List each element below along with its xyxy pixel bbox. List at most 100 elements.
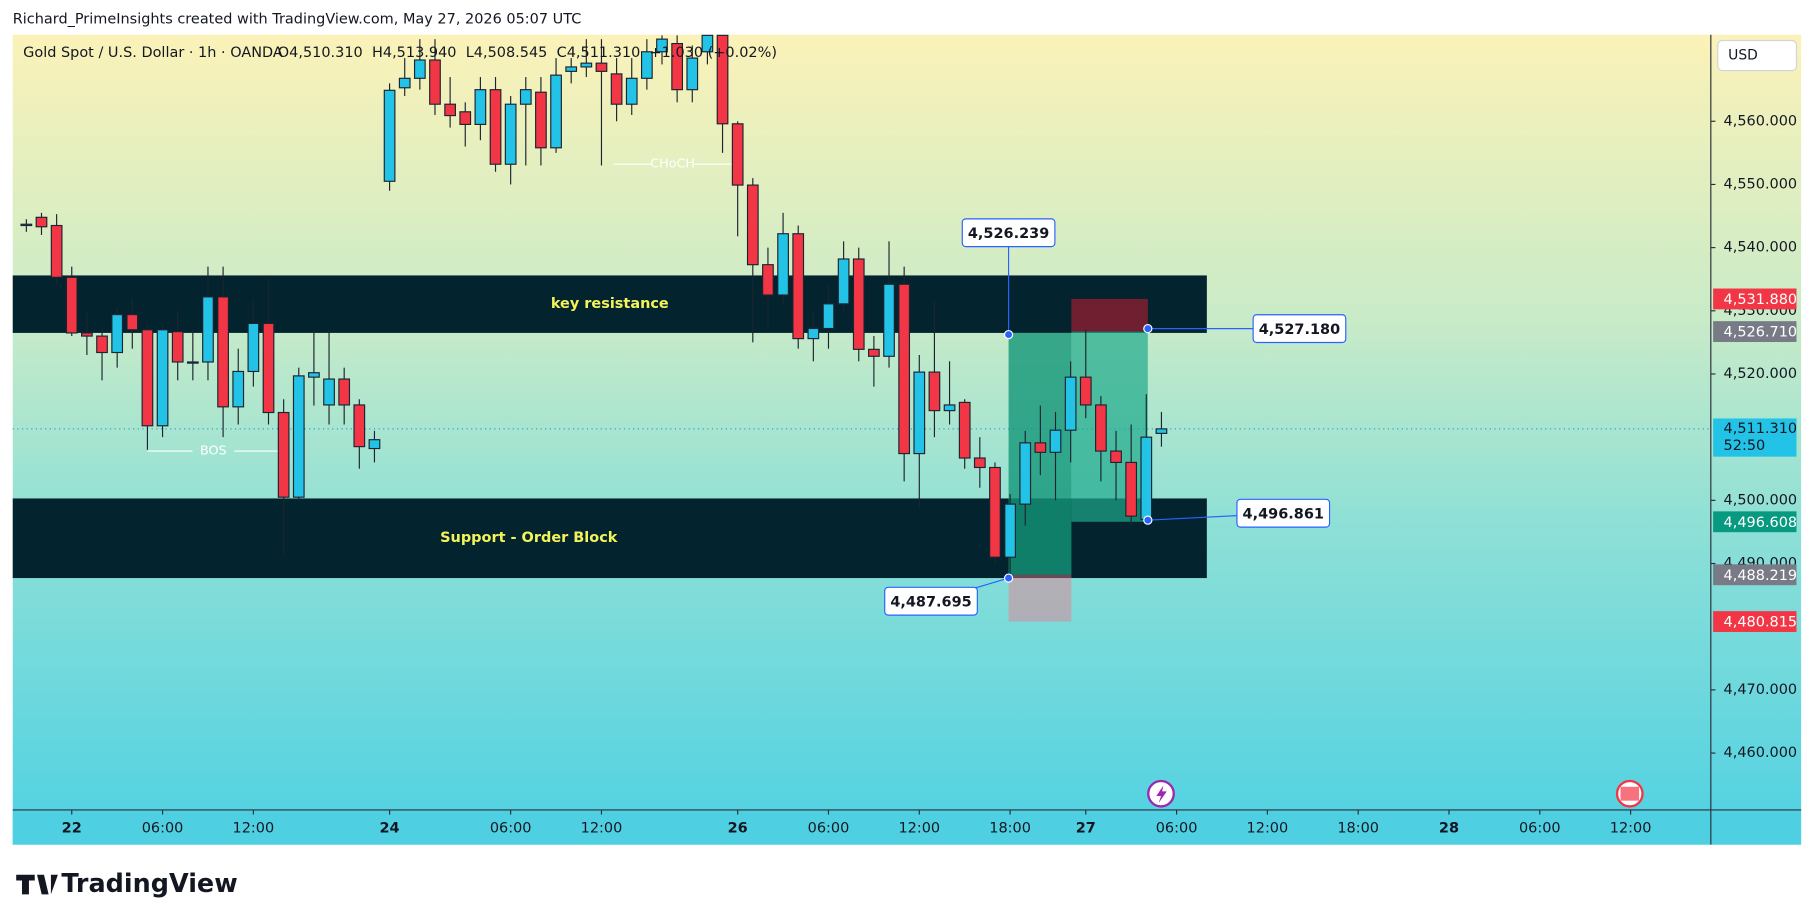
candle-body xyxy=(141,329,154,427)
price-tag-label: 4,531.880 xyxy=(1724,292,1798,308)
price-tag-label: 4,496.608 xyxy=(1724,515,1798,531)
candle-body xyxy=(731,123,744,186)
candle-body xyxy=(323,378,335,406)
price-tag xyxy=(1713,511,1797,533)
candle-body xyxy=(1140,436,1153,520)
candle-body xyxy=(746,184,759,266)
callout-point xyxy=(1143,515,1153,525)
plot-layer: key resistance Support - Order Block BOS CH… xyxy=(12,34,1711,622)
candle-body xyxy=(413,59,426,79)
structure-label: BOS xyxy=(200,444,227,459)
position-stop xyxy=(1071,298,1148,332)
legend-field: H4,513.940 xyxy=(372,45,456,61)
x-tick-label: 18:00 xyxy=(1337,820,1379,836)
candle-body xyxy=(913,371,926,455)
candle-body xyxy=(762,264,774,296)
x-tick-label: 18:00 xyxy=(989,820,1031,836)
price-tag-label: 4,480.815 xyxy=(1724,615,1798,631)
x-tick-label: 27 xyxy=(1076,820,1096,836)
candle-body xyxy=(217,296,229,408)
candle-body xyxy=(111,314,124,354)
y-tick-label: 4,470.000 xyxy=(1724,682,1798,698)
callout-box xyxy=(884,586,978,616)
currency-button[interactable] xyxy=(1717,39,1798,72)
candle-body xyxy=(292,375,305,498)
callout-point xyxy=(1003,573,1014,583)
candle-body xyxy=(640,51,653,79)
candle-body xyxy=(368,439,381,450)
candle-body xyxy=(1155,428,1168,434)
candle-body xyxy=(625,77,638,105)
candle-body xyxy=(50,224,63,278)
candle-body xyxy=(247,322,260,373)
candle-body xyxy=(1110,450,1122,464)
position-stop xyxy=(1008,574,1072,622)
x-tick-label: 12:00 xyxy=(898,820,940,836)
x-tick-label: 06:00 xyxy=(1156,820,1198,836)
y-tick-label: 4,520.000 xyxy=(1724,366,1798,382)
callout-point xyxy=(1003,329,1014,340)
currency: USD xyxy=(1728,48,1758,64)
callout-label: 4,526.239 xyxy=(968,226,1049,242)
candle-body xyxy=(989,466,1001,558)
current-price-label: 4,511.310 xyxy=(1724,421,1798,437)
candle-body xyxy=(65,276,78,334)
x-tick-label: 06:00 xyxy=(808,820,850,836)
candle-body xyxy=(595,62,608,72)
candle-body xyxy=(777,233,789,296)
candle-body xyxy=(610,73,623,105)
legend-symbol: Gold Spot / U.S. Dollar · 1h · OANDA xyxy=(23,45,283,61)
callout-box xyxy=(1236,498,1331,528)
zone-label: key resistance xyxy=(551,296,669,312)
y-tick-label: 4,500.000 xyxy=(1724,492,1798,508)
y-tick-label: 4,460.000 xyxy=(1724,745,1798,761)
candle-body xyxy=(1034,442,1047,453)
candle-body xyxy=(429,59,441,105)
candle-body xyxy=(565,66,578,72)
candle-body xyxy=(277,411,290,498)
zone-label: Support - Order Block xyxy=(440,530,618,546)
price-tag xyxy=(1713,564,1797,586)
brand: TradingView xyxy=(61,869,237,899)
x-tick-label: 28 xyxy=(1439,820,1459,836)
candle-body xyxy=(474,89,487,126)
candle-body xyxy=(35,216,48,228)
candle-body xyxy=(943,404,956,412)
y-tick-label: 4,560.000 xyxy=(1724,113,1798,129)
price-tag-label: 4,488.219 xyxy=(1724,568,1798,584)
current-price-tag xyxy=(1713,418,1797,457)
candle-body xyxy=(383,89,396,182)
candle-body xyxy=(535,91,547,149)
candle-body xyxy=(898,283,911,455)
price-tag-label: 4,526.710 xyxy=(1724,325,1798,341)
candle-body xyxy=(504,103,517,165)
candle-body xyxy=(519,89,532,105)
x-tick-label: 12:00 xyxy=(1247,820,1289,836)
x-tick-label: 06:00 xyxy=(490,820,532,836)
price-tag xyxy=(1713,288,1797,310)
candle-body xyxy=(958,401,971,459)
candle-body xyxy=(928,371,941,412)
x-tick-label: 12:00 xyxy=(233,820,275,836)
candle-body xyxy=(156,329,169,427)
candle-body xyxy=(353,404,366,448)
candle-body xyxy=(1125,461,1138,517)
candle-body xyxy=(20,223,33,227)
candle-body xyxy=(883,283,895,357)
candle-body xyxy=(444,103,456,117)
callout-box xyxy=(961,218,1056,248)
callout-label: 4,527.180 xyxy=(1259,322,1340,338)
flag-icon-stripes xyxy=(1620,786,1640,801)
candle-body xyxy=(398,77,411,89)
candle-body xyxy=(338,378,351,406)
callout-point xyxy=(1143,323,1153,334)
candle-body xyxy=(868,348,880,357)
legend-field: L4,508.545 xyxy=(466,45,548,61)
x-tick-label: 06:00 xyxy=(1519,820,1561,836)
candle-body xyxy=(973,457,986,469)
candle-body xyxy=(550,74,562,149)
y-tick-label: 4,540.000 xyxy=(1724,240,1798,256)
legend-field: +1.030 (+0.02%) xyxy=(650,45,777,61)
candle-body xyxy=(202,296,214,363)
